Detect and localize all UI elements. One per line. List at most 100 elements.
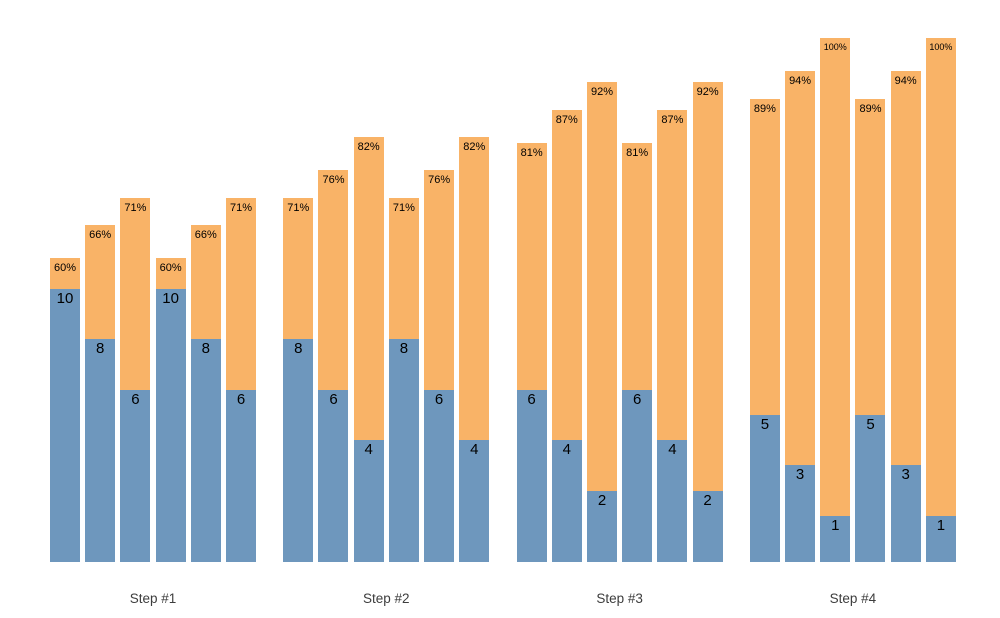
x-axis-label: Step #3 bbox=[596, 591, 643, 606]
bar-segment-bottom: 6 bbox=[318, 389, 349, 562]
bar: 82% 4 bbox=[459, 137, 490, 562]
bar-percent-label: 87% bbox=[555, 113, 578, 126]
bar-percent-label: 66% bbox=[89, 229, 112, 241]
bar-value-label: 4 bbox=[562, 441, 571, 459]
bar-value-label: 6 bbox=[434, 390, 444, 408]
bar-percent-label: 92% bbox=[590, 86, 613, 98]
bar: 100% 1 bbox=[925, 38, 956, 562]
bar: 81% 6 bbox=[622, 142, 653, 562]
bar-percent-label: 94% bbox=[789, 75, 812, 87]
bar-value-label: 4 bbox=[470, 441, 479, 459]
x-axis-label: Step #2 bbox=[363, 591, 410, 606]
bar: 66% 8 bbox=[85, 225, 116, 562]
bar: 94% 3 bbox=[890, 71, 921, 562]
bar-value-label: 8 bbox=[201, 340, 210, 358]
bar-segment-bottom: 2 bbox=[586, 490, 617, 562]
bar-percent-label: 87% bbox=[661, 113, 684, 126]
bar-percent-label: 71% bbox=[124, 201, 147, 214]
bar-value-label: 3 bbox=[795, 466, 805, 484]
bar-segment-bottom: 8 bbox=[190, 339, 221, 562]
bar-segment-bottom: 6 bbox=[226, 389, 256, 562]
bar: 89% 5 bbox=[749, 98, 780, 562]
bar-value-label: 4 bbox=[364, 441, 373, 459]
bar: 66% 8 bbox=[190, 225, 221, 562]
bar-segment-bottom: 6 bbox=[622, 389, 653, 562]
bar-group: 89% 5 94% 3 100% 1 89% 5 94% 3 100% 1 Step #4 bbox=[749, 0, 956, 618]
bar: 94% 3 bbox=[785, 71, 816, 562]
bar-percent-label: 71% bbox=[229, 201, 253, 214]
bar: 71% 8 bbox=[388, 197, 419, 562]
bar-percent-label: 71% bbox=[287, 201, 310, 214]
bar-segment-bottom: 8 bbox=[388, 339, 419, 562]
bar: 100% 1 bbox=[820, 38, 851, 562]
bar: 76% 6 bbox=[318, 170, 349, 562]
bar-percent-label: 100% bbox=[823, 42, 847, 52]
bar: 71% 6 bbox=[120, 197, 151, 562]
bar-segment-bottom: 4 bbox=[657, 440, 688, 562]
bar-segment-bottom: 3 bbox=[785, 465, 816, 562]
bar-segment-bottom: 3 bbox=[890, 465, 921, 562]
bar-value-label: 5 bbox=[760, 416, 770, 433]
bar-segment-bottom: 6 bbox=[516, 389, 547, 562]
bar-percent-label: 60% bbox=[159, 262, 182, 274]
bar-segment-bottom: 5 bbox=[749, 415, 780, 562]
bar-percent-label: 81% bbox=[626, 146, 649, 159]
bar-segment-bottom: 1 bbox=[820, 515, 851, 562]
bar-segment-bottom: 10 bbox=[50, 289, 80, 562]
bar-segment-bottom: 10 bbox=[155, 289, 186, 562]
bar-segment-bottom: 1 bbox=[925, 515, 956, 562]
bar-value-label: 1 bbox=[936, 516, 946, 534]
bar: 71% 6 bbox=[226, 197, 256, 562]
bar-percent-label: 82% bbox=[357, 141, 380, 153]
bar-percent-label: 82% bbox=[463, 141, 486, 153]
bar-percent-label: 92% bbox=[696, 86, 719, 98]
bar-group: 81% 6 87% 4 92% 2 81% 6 87% 4 92% 2 Step #3 bbox=[516, 0, 723, 618]
bar-value-label: 6 bbox=[633, 390, 642, 408]
bar-percent-label: 66% bbox=[194, 229, 217, 241]
bar: 71% 8 bbox=[283, 197, 314, 562]
x-axis-label: Step #4 bbox=[829, 591, 877, 606]
bar-percent-label: 76% bbox=[428, 174, 451, 186]
bar-percent-label: 81% bbox=[520, 146, 543, 159]
bar-value-label: 8 bbox=[96, 340, 105, 358]
bar-percent-label: 89% bbox=[859, 102, 882, 115]
bar: 87% 4 bbox=[657, 109, 688, 562]
bar-percent-label: 60% bbox=[53, 262, 77, 274]
bar-segment-bottom: 4 bbox=[459, 440, 490, 562]
bar-value-label: 8 bbox=[399, 340, 409, 358]
bar-segment-bottom: 8 bbox=[283, 339, 314, 562]
bar-segment-bottom: 4 bbox=[551, 440, 582, 562]
bar-percent-label: 89% bbox=[753, 102, 776, 115]
bar: 92% 2 bbox=[692, 82, 723, 562]
bar-value-label: 2 bbox=[703, 491, 712, 509]
bar-value-label: 5 bbox=[866, 416, 875, 433]
bar-value-label: 10 bbox=[162, 290, 179, 307]
bar-group: 71% 8 76% 6 82% 4 71% 8 76% 6 82% 4 Step #2 bbox=[283, 0, 490, 618]
bar-value-label: 4 bbox=[668, 441, 677, 459]
bar-segment-bottom: 8 bbox=[85, 339, 116, 562]
bar: 89% 5 bbox=[855, 98, 886, 562]
bar-segment-bottom: 5 bbox=[855, 415, 886, 562]
bar: 76% 6 bbox=[424, 170, 455, 562]
bar-percent-label: 71% bbox=[392, 201, 415, 214]
bar: 81% 6 bbox=[516, 142, 547, 562]
bar-value-label: 2 bbox=[597, 491, 607, 509]
bar: 60% 10 bbox=[50, 258, 80, 562]
bar-value-label: 10 bbox=[56, 290, 74, 307]
bar-value-label: 6 bbox=[131, 390, 140, 408]
bar: 92% 2 bbox=[586, 82, 617, 562]
bar-value-label: 8 bbox=[294, 340, 303, 358]
bar: 60% 10 bbox=[155, 258, 186, 562]
bar-group: 60% 10 66% 8 71% 6 60% 10 66% 8 71% 6 Step #1 bbox=[50, 0, 256, 618]
bar-value-label: 3 bbox=[901, 466, 910, 484]
bar-value-label: 6 bbox=[236, 390, 246, 408]
bar: 87% 4 bbox=[551, 109, 582, 562]
bar-segment-bottom: 2 bbox=[692, 490, 723, 562]
bar: 82% 4 bbox=[353, 137, 384, 562]
bar-value-label: 1 bbox=[831, 516, 840, 534]
bar-percent-label: 94% bbox=[894, 75, 917, 87]
bar-segment-bottom: 4 bbox=[353, 440, 384, 562]
bar-percent-label: 100% bbox=[929, 42, 953, 52]
bar-percent-label: 76% bbox=[322, 174, 345, 186]
